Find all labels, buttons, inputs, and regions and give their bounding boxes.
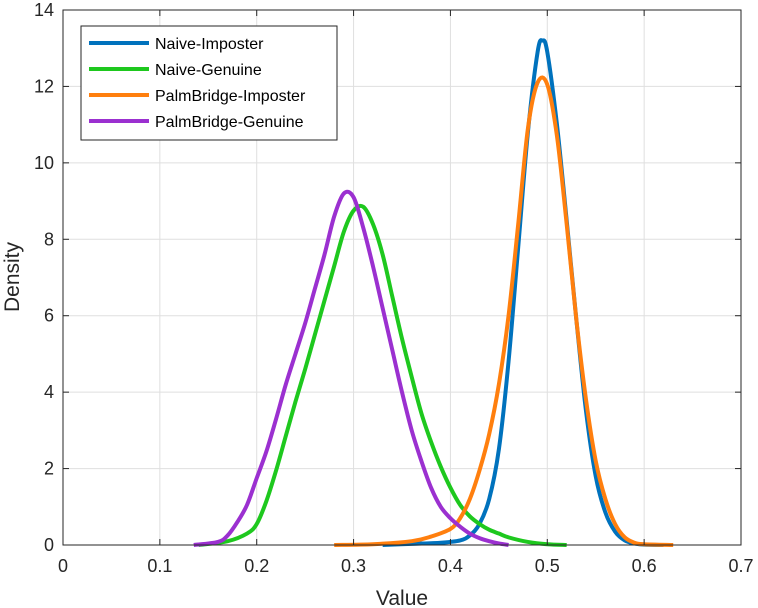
legend-label: PalmBridge-Genuine [155,114,304,131]
x-tick-label: 0 [58,556,68,576]
x-tick-label: 0.7 [728,556,753,576]
y-tick-label: 8 [44,229,54,249]
series-line-palmbridge-genuine [193,189,509,547]
x-tick-label: 0.6 [632,556,657,576]
y-tick-label: 12 [34,76,54,96]
series-line-palmbridge-imposter [334,75,674,547]
x-tick-label: 0.3 [341,556,366,576]
x-axis-title: Value [376,587,428,608]
y-tick-label: 2 [44,459,54,479]
y-axis-title: Density [1,241,24,312]
legend-label: Naive-Genuine [155,62,262,79]
x-tick-label: 0.2 [244,556,269,576]
y-tick-label: 0 [44,535,54,555]
series-layer [193,38,674,547]
y-tick-label: 6 [44,306,54,326]
legend-label: PalmBridge-Imposter [155,88,306,105]
axis-ticks: 0 0.1 0.2 0.3 0.4 0.5 0.6 0.7 0 2 4 6 8 10 12 14 [34,0,754,576]
legend-label: Naive-Imposter [155,36,264,53]
plot-frame [62,9,742,546]
series-line-naive-genuine [198,203,567,547]
legend: Naive-Imposter Naive-Genuine PalmBridge-Im… [80,25,338,141]
x-tick-label: 0.4 [438,556,463,576]
x-tick-label: 0.5 [535,556,560,576]
y-tick-label: 10 [34,153,54,173]
y-tick-label: 14 [34,0,54,20]
x-tick-label: 0.1 [147,556,172,576]
y-tick-label: 4 [44,382,54,402]
